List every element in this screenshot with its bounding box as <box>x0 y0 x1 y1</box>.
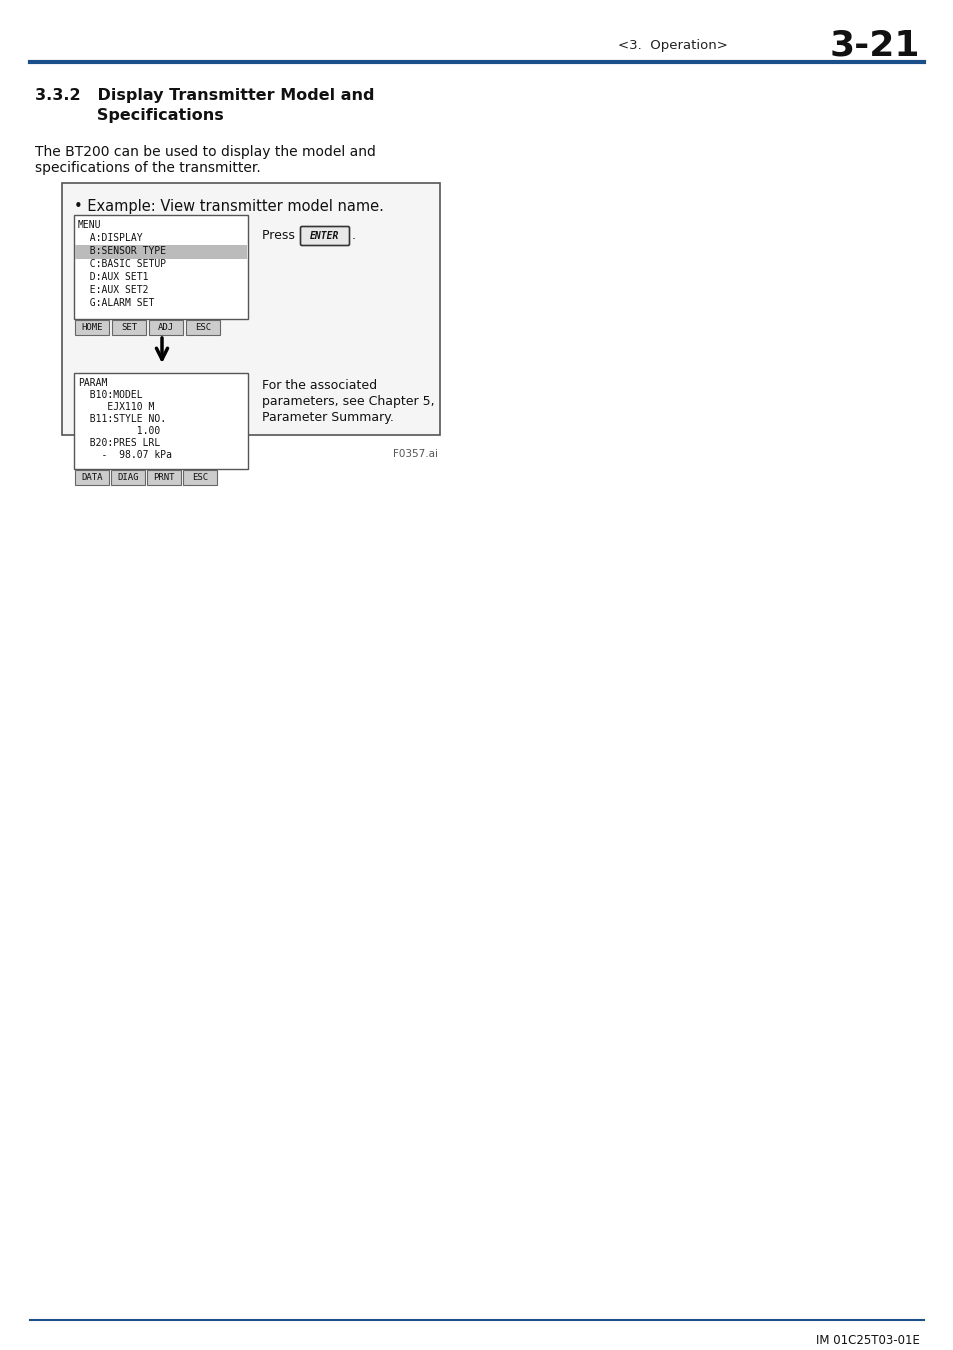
Text: 1.00: 1.00 <box>78 427 160 436</box>
FancyBboxPatch shape <box>75 244 247 259</box>
Text: IM 01C25T03-01E: IM 01C25T03-01E <box>815 1334 919 1347</box>
Text: G:ALARM SET: G:ALARM SET <box>78 298 154 308</box>
Text: .: . <box>352 230 355 242</box>
Text: Press: Press <box>262 230 302 242</box>
Text: 3-21: 3-21 <box>828 28 919 63</box>
Text: ADJ: ADJ <box>158 323 173 332</box>
Text: D:AUX SET1: D:AUX SET1 <box>78 271 149 282</box>
FancyBboxPatch shape <box>74 373 248 468</box>
Text: EJX110 M: EJX110 M <box>78 402 154 412</box>
Text: DATA: DATA <box>81 472 103 482</box>
FancyBboxPatch shape <box>112 320 146 335</box>
Text: MENU: MENU <box>78 220 101 230</box>
Text: B:SENSOR TYPE: B:SENSOR TYPE <box>78 246 166 256</box>
Text: PARAM: PARAM <box>78 378 108 387</box>
Text: • Example: View transmitter model name.: • Example: View transmitter model name. <box>74 198 383 215</box>
Text: Specifications: Specifications <box>35 108 224 123</box>
Text: SET: SET <box>121 323 137 332</box>
FancyBboxPatch shape <box>186 320 220 335</box>
Text: HOME: HOME <box>81 323 103 332</box>
Text: For the associated: For the associated <box>262 379 376 391</box>
Text: A:DISPLAY: A:DISPLAY <box>78 234 143 243</box>
Text: PRNT: PRNT <box>153 472 174 482</box>
FancyBboxPatch shape <box>111 470 145 485</box>
FancyBboxPatch shape <box>149 320 183 335</box>
Text: specifications of the transmitter.: specifications of the transmitter. <box>35 161 260 176</box>
FancyBboxPatch shape <box>74 215 248 319</box>
Text: Parameter Summary.: Parameter Summary. <box>262 410 394 424</box>
FancyBboxPatch shape <box>75 320 109 335</box>
Text: E:AUX SET2: E:AUX SET2 <box>78 285 149 296</box>
Text: ESC: ESC <box>192 472 208 482</box>
Text: ENTER: ENTER <box>310 231 339 242</box>
Text: B10:MODEL: B10:MODEL <box>78 390 143 400</box>
FancyBboxPatch shape <box>300 227 349 246</box>
Text: B11:STYLE NO.: B11:STYLE NO. <box>78 414 166 424</box>
Text: 3.3.2   Display Transmitter Model and: 3.3.2 Display Transmitter Model and <box>35 88 375 103</box>
FancyBboxPatch shape <box>183 470 216 485</box>
Text: -  98.07 kPa: - 98.07 kPa <box>78 450 172 460</box>
Text: DIAG: DIAG <box>117 472 138 482</box>
FancyBboxPatch shape <box>75 470 109 485</box>
Text: ESC: ESC <box>194 323 211 332</box>
Text: B20:PRES LRL: B20:PRES LRL <box>78 437 160 448</box>
Text: parameters, see Chapter 5,: parameters, see Chapter 5, <box>262 396 435 408</box>
FancyBboxPatch shape <box>147 470 181 485</box>
FancyBboxPatch shape <box>62 184 439 435</box>
Text: <3.  Operation>: <3. Operation> <box>618 39 727 53</box>
Text: The BT200 can be used to display the model and: The BT200 can be used to display the mod… <box>35 144 375 159</box>
Text: F0357.ai: F0357.ai <box>393 450 437 459</box>
Text: C:BASIC SETUP: C:BASIC SETUP <box>78 259 166 269</box>
